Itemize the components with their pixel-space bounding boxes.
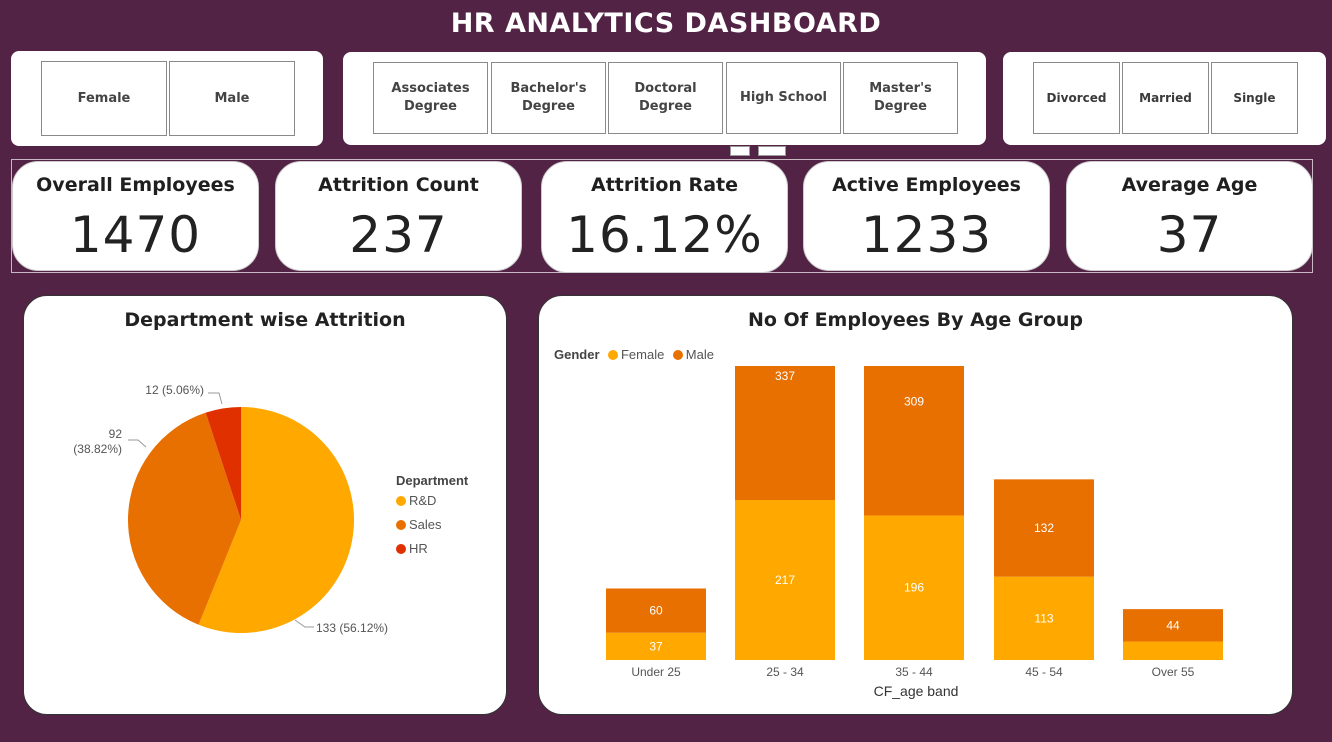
legend-label-hr: HR [409,541,428,556]
slicer-bachelors-degree[interactable]: Bachelor's Degree [491,62,606,134]
bar-label-male-under-25: 60 [649,604,663,618]
x-tick-label-35-44: 35 - 44 [895,665,933,679]
x-tick-label-over-55: Over 55 [1152,665,1195,679]
legend-label-rd: R&D [409,493,437,508]
legend-item-female[interactable]: Female [607,347,665,362]
pie-data-label-sales: 92 [109,427,123,441]
bar-female-45-54[interactable] [994,576,1094,660]
legend-item-rd[interactable]: R&D [396,493,468,508]
age-group-bar-chart[interactable]: 37 60 Under 25 217 337 25 - 34 196 309 35 - 44 11… [539,366,1289,706]
x-tick-label-45-54: 45 - 54 [1025,665,1063,679]
bar-label-female-25-34: 217 [775,573,795,587]
slicer-male[interactable]: Male [169,61,295,136]
legend-item-hr[interactable]: HR [396,541,468,556]
bar-label-male-25-34: 337 [775,369,795,383]
slicer-female[interactable]: Female [41,61,167,136]
legend-dot-rd [396,496,406,506]
bar-male-25-34[interactable] [735,366,835,500]
kpi-value: 16.12% [566,206,763,264]
bar-female-under-25[interactable] [606,632,706,660]
kpi-label: Average Age [1121,174,1258,196]
bar-female-over-55[interactable] [1123,641,1223,660]
x-tick-label-25-34: 25 - 34 [766,665,804,679]
slicer-masters-degree[interactable]: Master's Degree [843,62,958,134]
legend-label-male: Male [685,347,714,362]
kpi-overall-employees: Overall Employees 1470 [12,161,259,271]
kpi-label: Attrition Count [318,174,479,196]
legend-label-female: Female [620,347,665,362]
gender-legend: Gender Female Male [554,346,714,364]
kpi-value: 1233 [860,206,993,264]
bar-male-45-54[interactable] [994,479,1094,577]
bar-label-male-over-55: 44 [1166,618,1180,632]
slicer-divorced[interactable]: Divorced [1033,62,1120,134]
department-chart-title: Department wise Attrition [124,309,406,331]
bar-label-male-45-54: 132 [1034,521,1054,535]
kpi-attrition-count: Attrition Count 237 [275,161,522,271]
bar-label-female-35-44: 196 [904,581,924,595]
bar-male-over-55[interactable] [1123,609,1223,642]
bar-label-female-under-25: 37 [649,639,663,653]
department-legend-title: Department [396,473,469,488]
pie-data-label-rd: 133 (56.12%) [316,621,388,635]
bar-male-35-44[interactable] [864,366,964,516]
slicer-high-school[interactable]: High School [726,62,841,134]
age-group-panel: No Of Employees By Age Group Gender Fema… [538,295,1293,715]
pie-leader-line-sales [128,439,147,448]
bar-female-25-34[interactable] [735,500,835,660]
kpi-value: 37 [1156,206,1223,264]
bar-male-under-25[interactable] [606,588,706,633]
kpi-label: Active Employees [832,174,1021,196]
kpi-label: Attrition Rate [591,174,738,196]
pie-leader-line-hr [208,392,223,405]
gender-legend-title: Gender [554,347,600,362]
kpi-active-employees: Active Employees 1233 [803,161,1050,271]
visual-drag-handle[interactable] [730,146,750,156]
age-chart-title: No Of Employees By Age Group [747,309,1084,331]
slicer-doctoral-degree[interactable]: Doctoral Degree [608,62,723,134]
legend-label-sales: Sales [409,517,442,532]
kpi-attrition-rate: Attrition Rate 16.12% [541,161,788,273]
pie-slice-rd[interactable] [198,407,354,633]
legend-item-male[interactable]: Male [672,347,714,362]
legend-dot-sales [396,520,406,530]
department-legend: Department R&D Sales HR [396,473,468,556]
bar-female-35-44[interactable] [864,515,964,660]
marital-status-slicer: Divorced Married Single [1003,52,1326,145]
kpi-value: 237 [349,206,448,264]
visual-more-options[interactable] [758,146,786,156]
department-pie-chart[interactable]: 133 (56.12%) 92(38.82%) 12 (5.06%) [64,366,424,666]
kpi-value: 1470 [69,206,202,264]
pie-data-label-hr: 12 (5.06%) [145,383,204,397]
education-slicer: Associates Degree Bachelor's Degree Doct… [343,52,986,145]
kpi-average-age: Average Age 37 [1066,161,1313,271]
legend-item-sales[interactable]: Sales [396,517,468,532]
dashboard-title: HR ANALYTICS DASHBOARD [450,8,882,39]
x-tick-label-under-25: Under 25 [631,665,681,679]
kpi-label: Overall Employees [36,174,235,196]
pie-leader-line-rd [294,619,314,628]
gender-slicer: Female Male [11,51,323,146]
pie-slice-hr[interactable] [205,407,241,520]
slicer-single[interactable]: Single [1211,62,1298,134]
x-axis-title: CF_age band [874,683,959,699]
legend-dot-hr [396,544,406,554]
bar-label-female-45-54: 113 [1034,611,1053,625]
bar-label-male-35-44: 309 [904,395,924,409]
pie-slice-sales[interactable] [128,412,241,625]
legend-dot-female [607,350,618,360]
pie-data-label-sales: (38.82%) [73,442,122,456]
slicer-married[interactable]: Married [1122,62,1209,134]
slicer-associates-degree[interactable]: Associates Degree [373,62,488,134]
department-attrition-panel: Department wise Attrition 133 (56.12%) 92… [23,295,507,715]
legend-dot-male [672,350,683,360]
